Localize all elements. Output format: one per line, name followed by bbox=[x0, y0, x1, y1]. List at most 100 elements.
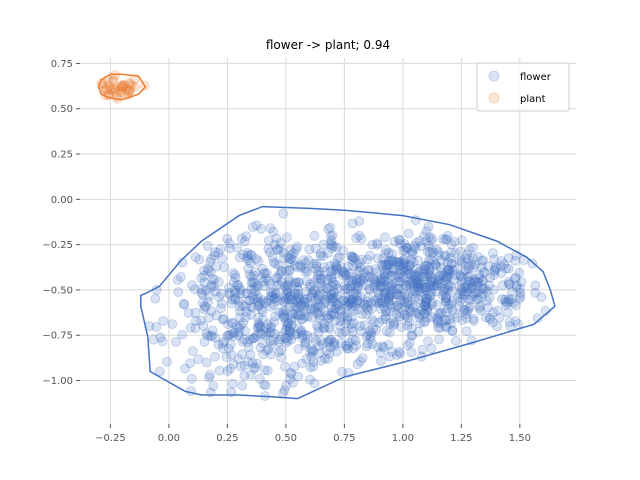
data-point-flower bbox=[428, 255, 438, 266]
data-point-flower bbox=[224, 238, 235, 249]
data-point-flower bbox=[363, 265, 374, 276]
data-point-flower bbox=[423, 240, 434, 251]
data-point-flower bbox=[316, 274, 326, 285]
data-point-flower bbox=[312, 273, 323, 284]
data-point-flower bbox=[474, 273, 485, 284]
data-point-flower bbox=[350, 301, 361, 312]
chart-title: flower -> plant; 0.94 bbox=[266, 38, 390, 52]
data-point-flower bbox=[276, 266, 287, 277]
data-point-flower bbox=[235, 306, 245, 317]
data-point-flower bbox=[252, 358, 263, 369]
data-point-flower bbox=[366, 298, 377, 308]
data-point-flower bbox=[209, 247, 220, 258]
data-point-flower bbox=[298, 255, 309, 266]
data-point-flower bbox=[325, 293, 336, 303]
data-point-flower bbox=[205, 257, 216, 267]
data-point-flower bbox=[253, 296, 264, 307]
scatter-points bbox=[96, 70, 551, 401]
data-point-flower bbox=[226, 339, 236, 350]
data-point-flower bbox=[255, 298, 265, 309]
data-point-flower bbox=[216, 288, 227, 299]
data-point-flower bbox=[319, 318, 330, 329]
data-point-flower bbox=[183, 308, 194, 318]
data-point-flower bbox=[252, 291, 263, 302]
data-point-flower bbox=[377, 277, 388, 288]
data-point-flower bbox=[306, 303, 317, 314]
data-point-flower bbox=[315, 248, 326, 259]
data-point-flower bbox=[232, 242, 243, 253]
data-point-flower bbox=[399, 289, 410, 300]
data-point-flower bbox=[197, 289, 208, 300]
data-point-flower bbox=[442, 285, 453, 296]
data-point-flower bbox=[413, 283, 424, 294]
data-point-flower bbox=[216, 298, 227, 309]
data-point-flower bbox=[232, 279, 243, 290]
data-point-flower bbox=[237, 349, 248, 360]
data-point-flower bbox=[377, 341, 388, 352]
data-point-flower bbox=[265, 223, 276, 234]
data-point-flower bbox=[287, 298, 298, 309]
data-point-flower bbox=[450, 248, 461, 259]
data-point-flower bbox=[218, 313, 229, 324]
data-point-flower bbox=[463, 263, 474, 274]
legend: flower plant bbox=[476, 62, 570, 112]
data-point-flower bbox=[204, 290, 215, 301]
data-point-flower bbox=[300, 337, 311, 348]
data-point-flower bbox=[311, 261, 322, 272]
data-point-flower bbox=[353, 282, 364, 293]
data-point-flower bbox=[257, 328, 268, 339]
data-point-flower bbox=[422, 312, 433, 323]
data-point-flower bbox=[326, 243, 337, 253]
x-tick-label: 0.00 bbox=[158, 433, 180, 444]
data-point-flower bbox=[374, 280, 384, 291]
data-point-flower bbox=[296, 327, 307, 338]
data-point-flower bbox=[463, 254, 474, 265]
data-point-flower bbox=[423, 255, 434, 266]
data-point-flower bbox=[203, 265, 214, 276]
data-point-flower bbox=[476, 262, 487, 272]
data-point-flower bbox=[432, 300, 443, 310]
data-point-flower bbox=[462, 279, 473, 290]
data-point-flower bbox=[417, 286, 428, 297]
data-point-flower bbox=[404, 261, 415, 272]
data-point-flower bbox=[293, 323, 304, 334]
data-point-flower bbox=[388, 317, 399, 328]
data-point-flower bbox=[449, 264, 460, 275]
data-point-flower bbox=[286, 253, 297, 264]
data-point-flower bbox=[466, 282, 477, 293]
data-point-flower bbox=[408, 257, 419, 268]
data-point-flower bbox=[234, 283, 245, 294]
data-point-flower bbox=[253, 301, 264, 312]
data-point-flower bbox=[308, 361, 319, 372]
data-point-flower bbox=[265, 323, 276, 334]
data-point-flower bbox=[219, 336, 229, 347]
data-point-flower bbox=[447, 305, 458, 315]
data-point-flower bbox=[295, 260, 306, 271]
data-point-flower bbox=[445, 314, 456, 325]
data-point-flower bbox=[280, 281, 291, 292]
data-point-flower bbox=[206, 280, 217, 291]
data-point-flower bbox=[179, 299, 189, 310]
data-point-plant bbox=[105, 84, 116, 95]
data-point-flower bbox=[167, 319, 178, 330]
data-point-flower bbox=[318, 322, 329, 333]
data-point-flower bbox=[296, 301, 307, 312]
data-point-flower bbox=[332, 263, 343, 274]
data-point-flower bbox=[442, 230, 453, 241]
data-point-flower bbox=[241, 231, 252, 242]
data-point-flower bbox=[438, 233, 448, 244]
data-point-flower bbox=[403, 299, 414, 310]
data-point-flower bbox=[331, 298, 342, 309]
data-point-flower bbox=[455, 289, 465, 300]
y-tick-label: 0.50 bbox=[51, 104, 73, 115]
data-point-flower bbox=[336, 311, 347, 322]
data-point-flower bbox=[406, 323, 417, 334]
data-point-flower bbox=[348, 305, 359, 316]
data-point-flower bbox=[399, 302, 410, 313]
data-point-flower bbox=[278, 311, 289, 322]
data-point-flower bbox=[329, 339, 340, 349]
data-point-flower bbox=[245, 349, 256, 360]
data-point-flower bbox=[261, 323, 272, 334]
data-point-flower bbox=[323, 337, 334, 348]
data-point-flower bbox=[485, 314, 496, 325]
